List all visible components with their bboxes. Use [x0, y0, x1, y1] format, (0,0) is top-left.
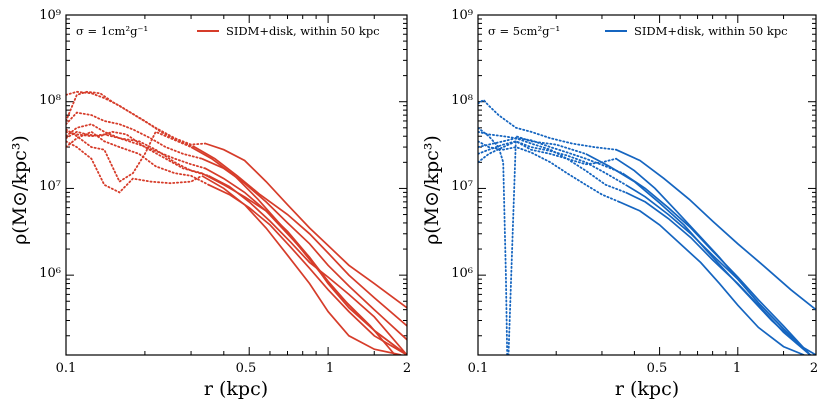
axis-ticks-left — [65, 14, 408, 355]
series-inner-dotted — [478, 140, 621, 203]
y-axis-label: ρ(M⊙/kpc³) — [421, 135, 443, 245]
series-outer-solid — [615, 157, 811, 355]
series-outer-solid — [618, 201, 805, 355]
series-outer-solid — [204, 167, 407, 355]
series-inner-dotted — [66, 130, 207, 170]
axis-ticks-right — [477, 14, 817, 355]
plot-frame-left — [65, 14, 408, 356]
series-inner-dotted — [478, 140, 627, 186]
series-inner-dotted — [66, 90, 207, 146]
sigma-annotation: σ = 5cm²g⁻¹ — [488, 24, 560, 38]
series-outer-solid — [208, 184, 407, 355]
x-axis-label: r (kpc) — [615, 378, 679, 400]
y-tick-label: 10⁶ — [39, 266, 61, 281]
series-outer-solid — [201, 175, 402, 355]
x-tick-label: 2 — [810, 361, 818, 376]
y-tick-label: 10⁶ — [451, 266, 473, 281]
x-tick-label: 2 — [403, 361, 411, 376]
plot-frame-right — [477, 14, 817, 356]
series-inner-dotted — [66, 111, 203, 160]
series-outer-solid — [625, 191, 811, 355]
y-tick-label: 10⁹ — [39, 8, 61, 23]
series-inner-dotted — [66, 90, 196, 148]
plot-lines-left — [66, 90, 407, 355]
x-tick-label: 0.5 — [236, 361, 257, 376]
series-inner-dotted — [478, 130, 624, 175]
series-inner-dotted — [478, 98, 617, 151]
x-tick-label: 1 — [326, 361, 334, 376]
series-inner-dotted — [66, 130, 203, 175]
x-tick-label: 1 — [733, 361, 741, 376]
series-inner-dotted — [66, 128, 192, 183]
y-tick-label: 10⁹ — [451, 8, 473, 23]
series-outer-solid — [615, 148, 816, 311]
x-tick-label: 0.1 — [56, 361, 77, 376]
series-outer-solid — [201, 157, 407, 341]
series-inner-dotted — [66, 130, 210, 186]
series-outer-solid — [201, 172, 407, 355]
legend-label: SIDM+disk, within 50 kpc — [634, 24, 788, 38]
legend-label: SIDM+disk, within 50 kpc — [226, 24, 380, 38]
series-outer-solid — [194, 146, 407, 327]
series-inner-dotted — [66, 123, 210, 177]
x-tick-label: 0.1 — [468, 361, 489, 376]
x-tick-label: 0.5 — [647, 361, 668, 376]
series-inner-dotted — [66, 140, 203, 194]
y-tick-label: 10⁸ — [39, 93, 61, 108]
panel-left: 0.1 0.5 1 2 10⁶ 10⁷ 10⁸ 10⁹ r (kpc) ρ(M⊙… — [9, 8, 411, 400]
panel-right: 0.1 0.5 1 2 10⁶ 10⁷ 10⁸ 10⁹ r (kpc) ρ(M⊙… — [421, 8, 818, 400]
y-tick-label: 10⁷ — [39, 179, 61, 194]
y-axis-label: ρ(M⊙/kpc³) — [9, 135, 31, 245]
series-outer-solid — [208, 175, 407, 355]
series-inner-dotted — [478, 140, 617, 166]
plot-lines-right — [478, 98, 816, 355]
x-axis-label: r (kpc) — [204, 378, 268, 400]
series-inner-dotted — [478, 126, 587, 355]
series-outer-solid — [205, 142, 407, 309]
y-tick-label: 10⁷ — [451, 179, 473, 194]
y-tick-label: 10⁸ — [451, 93, 473, 108]
series-inner-dotted — [478, 137, 627, 194]
sigma-annotation: σ = 1cm²g⁻¹ — [76, 24, 148, 38]
